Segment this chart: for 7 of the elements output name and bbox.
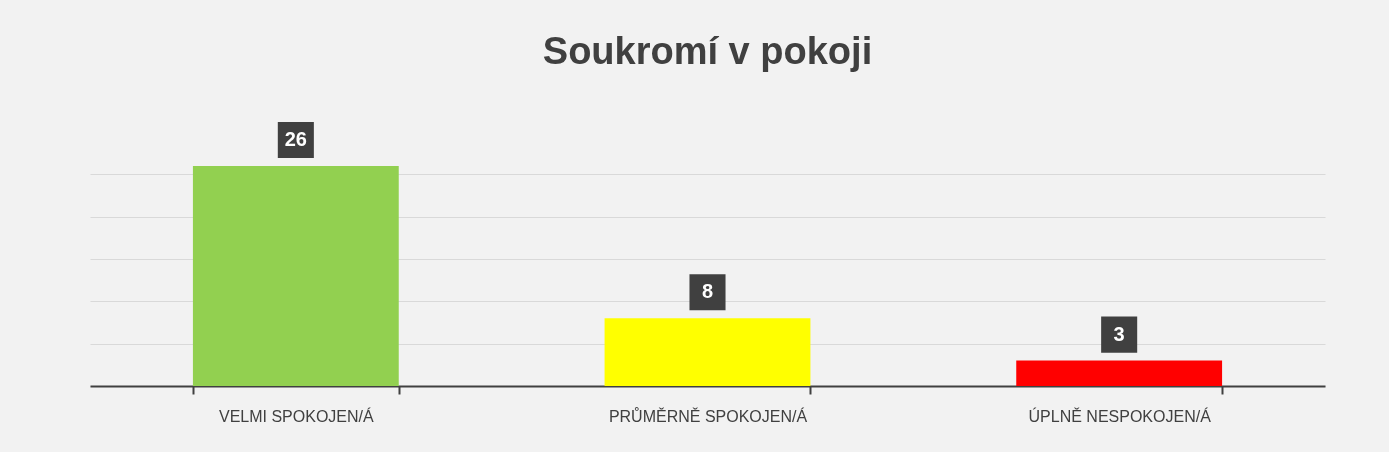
x-tick-label: VELMI SPOKOJEN/Á	[218, 406, 375, 425]
data-label: 8	[701, 280, 714, 303]
x-tick-label: ÚPLNĚ NESPOKOJEN/Á	[1028, 406, 1212, 425]
data-label: 3	[1113, 322, 1125, 345]
chart-title: Soukromí v pokoji	[542, 29, 873, 72]
data-label: 26	[284, 128, 307, 150]
x-tick-label: PRŮMĚRNĚ SPOKOJEN/Á	[608, 406, 808, 425]
